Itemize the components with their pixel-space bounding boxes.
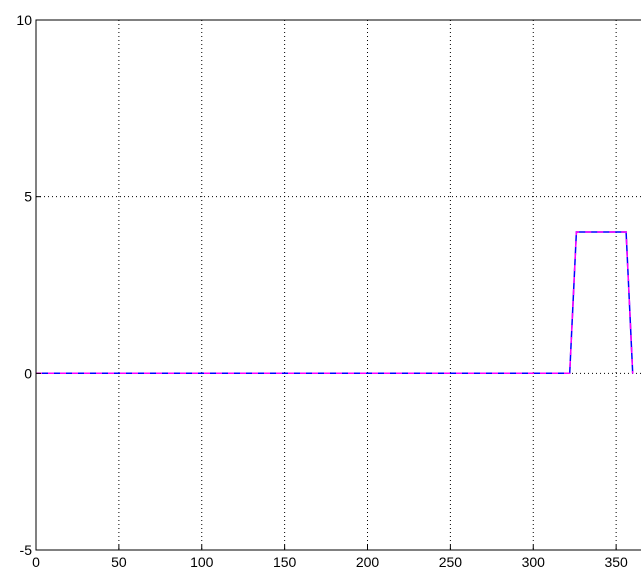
series-line-2: [36, 231, 634, 375]
x-tick-label: 350: [604, 554, 628, 570]
x-tick-label: 300: [522, 554, 546, 570]
series-point: [575, 231, 577, 233]
series-point: [632, 372, 634, 374]
x-tick-label: 0: [32, 554, 40, 570]
series-point: [625, 231, 627, 233]
series-line-1: [36, 231, 634, 375]
x-tick-label: 50: [111, 554, 127, 570]
x-tick-label: 250: [439, 554, 463, 570]
grid: [36, 20, 641, 550]
y-tick-label: 10: [16, 12, 32, 28]
y-axis: -5 0 5 10: [16, 12, 41, 558]
x-tick-label: 100: [190, 554, 214, 570]
series-point: [569, 372, 571, 374]
y-tick-label: -5: [20, 542, 33, 558]
x-tick-label: 200: [356, 554, 380, 570]
plot-frame: [35, 19, 641, 551]
series-layer: [35, 231, 634, 375]
y-tick-label: 5: [24, 189, 32, 205]
x-axis: 0 50 100 150 200 250 300 350: [32, 545, 628, 570]
y-tick-label: 0: [24, 365, 32, 381]
x-tick-label: 150: [273, 554, 297, 570]
